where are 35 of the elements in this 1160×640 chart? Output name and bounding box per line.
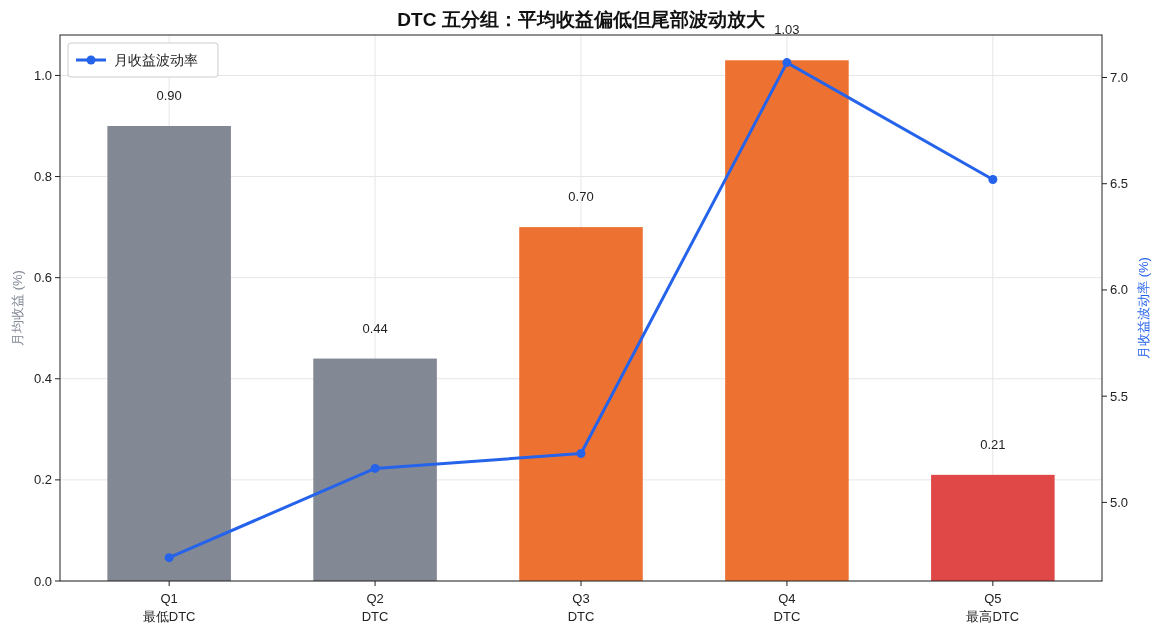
x-tick-label: Q3 DTC — [567, 591, 595, 624]
y2-tick-label: 7.0 — [1110, 70, 1129, 86]
point — [576, 449, 586, 459]
point — [370, 463, 380, 473]
y2-axis-title: 月收益波动率 (%) — [1136, 257, 1151, 359]
point — [782, 58, 792, 68]
bar — [931, 474, 1055, 581]
bar — [519, 227, 643, 581]
y-tick-label: 0.2 — [33, 472, 52, 488]
y2-tick-label: 6.0 — [1110, 282, 1129, 298]
y2-tick-label: 5.5 — [1110, 388, 1129, 404]
chart-title: DTC 五分组：平均收益偏低但尾部波动放大 — [397, 9, 766, 30]
y-tick-label: 0.0 — [33, 573, 52, 589]
x-tick-label: Q2 DTC — [361, 591, 389, 624]
data-label: 0.21 — [980, 436, 1006, 452]
y-tick-label: 0.8 — [33, 169, 52, 185]
x-tick-label: Q1 最低DTC — [142, 591, 196, 624]
y-axis-title: 月均收益 (%) — [10, 270, 25, 346]
y-tick-label: 1.0 — [33, 67, 52, 83]
y-tick-label: 0.6 — [33, 270, 52, 286]
data-label: 0.70 — [568, 189, 594, 205]
bar — [725, 60, 849, 581]
y2-tick-label: 5.0 — [1110, 494, 1129, 510]
bar — [107, 126, 231, 581]
x-tick-label: Q5 最高DTC — [966, 591, 1020, 624]
y2-tick-label: 6.5 — [1110, 176, 1129, 192]
point — [988, 174, 998, 184]
bar — [313, 358, 437, 581]
data-label: 1.03 — [774, 22, 800, 38]
y-tick-label: 0.4 — [33, 371, 52, 387]
legend-label: 月收益波动率 — [114, 51, 198, 68]
x-tick-label: Q4 DTC — [773, 591, 801, 624]
data-label: 0.90 — [156, 88, 182, 103]
point — [164, 553, 174, 563]
data-label: 0.44 — [362, 320, 388, 336]
